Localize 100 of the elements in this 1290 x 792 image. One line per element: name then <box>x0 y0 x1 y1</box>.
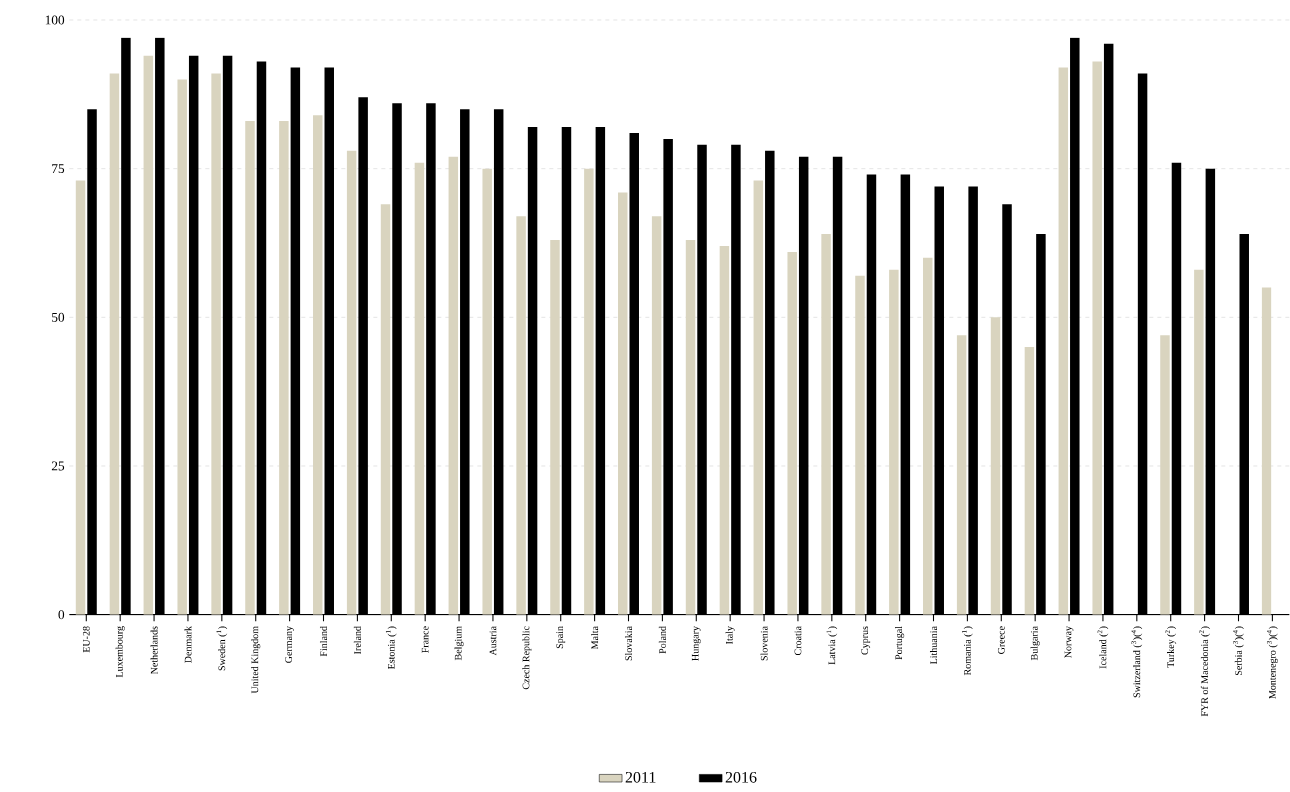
bar <box>697 144 707 615</box>
bar <box>256 61 267 615</box>
bar <box>346 150 357 615</box>
bar <box>855 275 865 615</box>
bar <box>787 251 797 615</box>
x-tick-label: Ireland <box>353 626 361 654</box>
x-tick-label: Netherlands <box>150 626 158 675</box>
bar <box>460 109 470 615</box>
bar <box>651 216 662 615</box>
x-tick-label: Hungary <box>691 626 701 661</box>
x-tick-label: Norway <box>1064 626 1074 658</box>
x-tick-label: Spain <box>556 626 566 649</box>
bar <box>392 103 402 615</box>
x-tick-label: Poland <box>658 626 666 654</box>
bar <box>832 156 843 615</box>
y-tick-label: 0 <box>58 610 65 620</box>
bar <box>245 121 255 615</box>
bar <box>143 55 154 615</box>
x-tick-label: France <box>421 626 429 653</box>
x-tick-label: Luxembourg <box>115 626 125 678</box>
bar <box>1137 73 1148 615</box>
x-tick-label: United Kingdom <box>251 626 261 694</box>
x-tick-label: Turkey ($^{2}$) <box>1165 626 1177 668</box>
x-tick-label: EU-28 <box>82 626 90 653</box>
bar <box>1070 37 1080 615</box>
bar <box>75 180 86 615</box>
x-tick-label: Portugal <box>895 626 905 660</box>
x-tick-label: Iceland ($^{2}$) <box>1097 626 1109 669</box>
bar <box>87 109 97 615</box>
bar <box>1024 347 1035 615</box>
x-tick-label: Germany <box>285 626 294 663</box>
x-tick-label: Estonia ($^{1}$) <box>385 626 397 670</box>
bar <box>663 138 673 615</box>
x-tick-label: Italy <box>725 626 735 644</box>
x-tick-label: Finland <box>319 626 328 657</box>
x-tick-label: Cyprus <box>861 626 871 655</box>
bar <box>313 115 323 615</box>
bar <box>109 73 120 615</box>
bar <box>1205 168 1216 615</box>
bar <box>1171 162 1182 615</box>
y-tick-label: 100 <box>45 15 65 25</box>
bar <box>821 234 831 615</box>
x-tick-label: Latvia ($^{1}$) <box>826 626 838 665</box>
bar <box>177 79 187 615</box>
x-tick-label: Czech Republic <box>522 626 532 690</box>
bar <box>584 168 594 615</box>
bar <box>618 192 628 615</box>
y-tick-label: 25 <box>51 461 65 471</box>
bar <box>380 204 391 615</box>
x-tick-label: Greece <box>997 626 1005 654</box>
bar <box>324 67 334 615</box>
bar <box>889 269 899 615</box>
bar <box>222 55 233 615</box>
bar <box>279 121 289 615</box>
bar <box>968 186 978 615</box>
bar <box>798 156 809 615</box>
y-tick-label: 50 <box>52 312 65 322</box>
bar <box>358 97 368 615</box>
bar <box>1160 335 1170 615</box>
bar <box>561 127 572 615</box>
x-tick-label: Bulgaria <box>1030 626 1040 661</box>
bar <box>121 37 131 615</box>
bar <box>211 73 221 615</box>
bar <box>527 127 538 615</box>
x-tick-label: Malta <box>591 626 599 650</box>
bar <box>956 335 967 615</box>
x-tick-label: Serbia ($^{3}$)($^{4}$) <box>1233 626 1244 676</box>
x-tick-label: Belgium <box>454 626 464 661</box>
x-tick-label: Montenegro ($^{3}$)($^{4}$) <box>1266 626 1278 699</box>
bar <box>188 55 199 615</box>
x-tick-label: Sweden ($^{1}$) <box>216 626 228 671</box>
bar <box>414 162 425 615</box>
bar <box>1002 204 1012 615</box>
bar <box>629 132 639 615</box>
bar <box>426 103 436 615</box>
bar <box>493 109 504 615</box>
bar <box>731 144 741 615</box>
bar <box>595 127 606 615</box>
bar <box>765 150 775 615</box>
x-tick-label: Romania ($^{1}$) <box>962 626 973 676</box>
bar <box>1058 67 1069 615</box>
bar <box>482 168 492 615</box>
x-tick-label: Slovakia <box>624 626 633 661</box>
x-tick-label: Austria <box>489 626 497 656</box>
x-tick-label: Switzerland ($^{3}$)($^{4}$) <box>1131 626 1143 698</box>
x-tick-label: Denmark <box>184 626 192 663</box>
bar <box>1239 234 1249 615</box>
bar <box>719 245 730 615</box>
bar <box>685 240 696 615</box>
bar <box>1194 269 1204 615</box>
x-tick-label: Lithuania <box>929 626 938 665</box>
bar <box>1103 43 1114 615</box>
bar <box>923 257 933 615</box>
bar <box>516 216 526 615</box>
bar <box>866 174 877 615</box>
legend-label: 2011 <box>625 771 656 783</box>
x-tick-label: Slovenia <box>760 626 768 661</box>
bar <box>1261 287 1272 615</box>
bar <box>550 240 560 615</box>
bar <box>290 67 301 615</box>
